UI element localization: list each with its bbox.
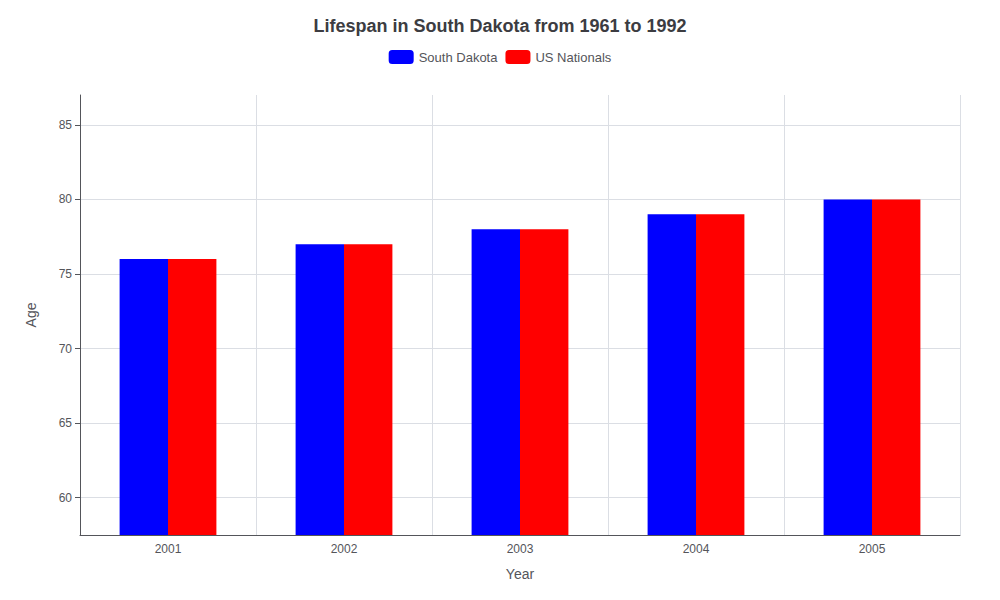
svg-text:South Dakota: South Dakota	[419, 50, 499, 65]
svg-text:Age: Age	[23, 302, 39, 327]
svg-text:65: 65	[59, 416, 73, 430]
svg-text:70: 70	[59, 342, 73, 356]
svg-text:2001: 2001	[155, 542, 182, 556]
svg-text:Year: Year	[506, 566, 535, 582]
svg-text:2004: 2004	[683, 542, 710, 556]
svg-text:80: 80	[59, 192, 73, 206]
svg-text:60: 60	[59, 491, 73, 505]
svg-text:Lifespan in South Dakota from: Lifespan in South Dakota from 1961 to 19…	[313, 16, 686, 36]
svg-text:85: 85	[59, 118, 73, 132]
svg-text:75: 75	[59, 267, 73, 281]
svg-text:2002: 2002	[331, 542, 358, 556]
svg-text:2003: 2003	[507, 542, 534, 556]
svg-text:2005: 2005	[859, 542, 886, 556]
svg-text:US Nationals: US Nationals	[535, 50, 611, 65]
